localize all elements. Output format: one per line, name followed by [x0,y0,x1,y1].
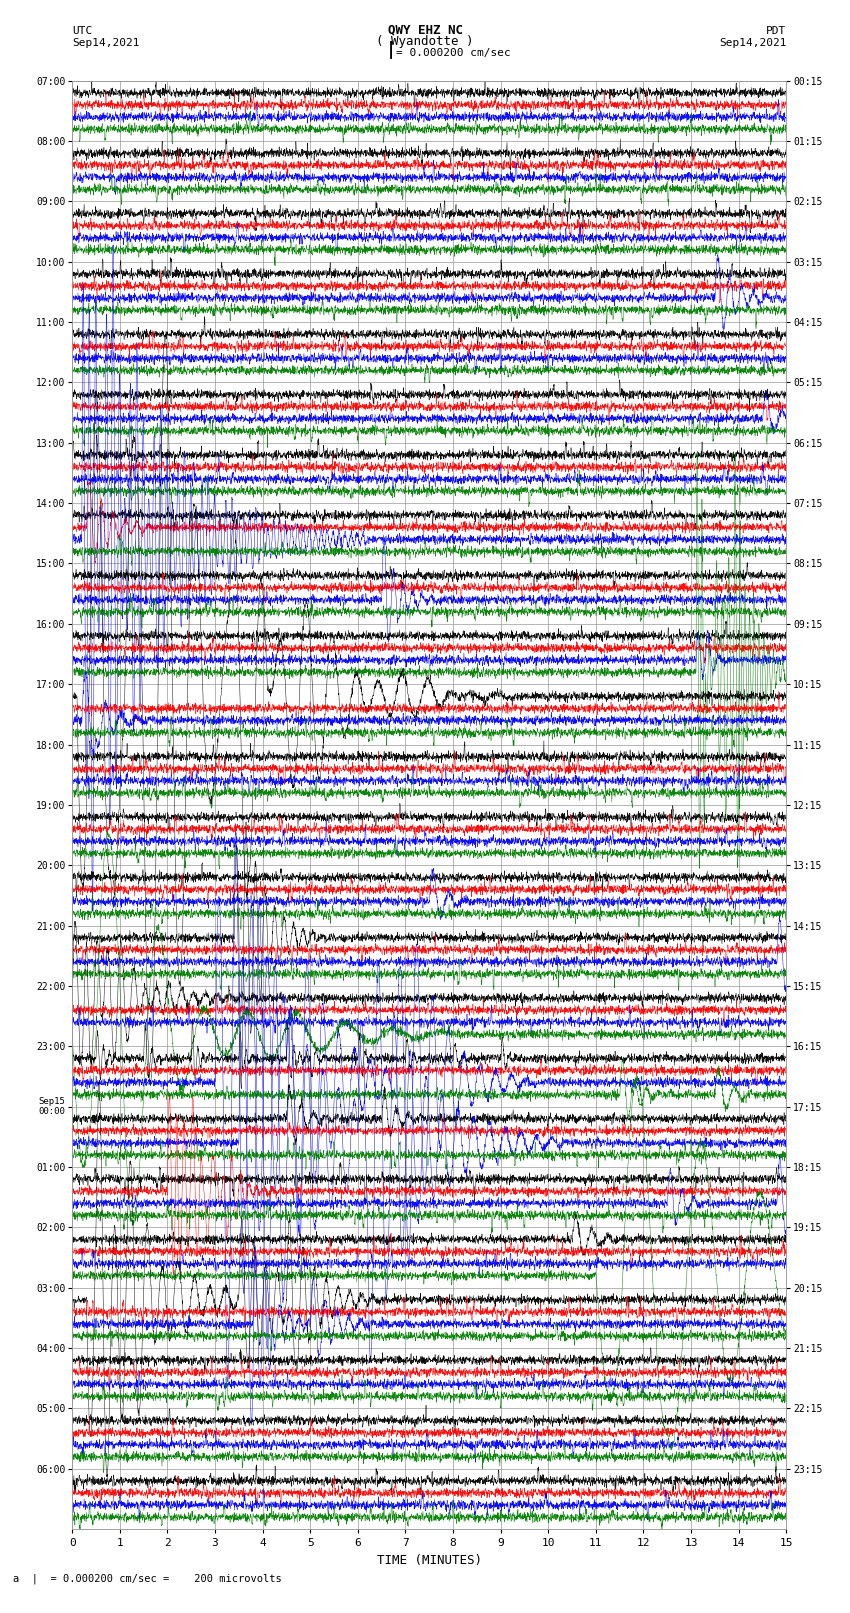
Text: PDT: PDT [766,26,786,37]
Text: Sep14,2021: Sep14,2021 [72,37,139,47]
Text: ( Wyandotte ): ( Wyandotte ) [377,34,473,47]
Text: a  |  = 0.000200 cm/sec =    200 microvolts: a | = 0.000200 cm/sec = 200 microvolts [13,1573,281,1584]
Text: = 0.000200 cm/sec: = 0.000200 cm/sec [396,48,511,58]
Text: UTC: UTC [72,26,93,37]
Text: |: | [386,40,396,58]
Text: QWY EHZ NC: QWY EHZ NC [388,23,462,37]
Text: Sep15
00:00: Sep15 00:00 [38,1097,65,1116]
X-axis label: TIME (MINUTES): TIME (MINUTES) [377,1553,482,1566]
Text: Sep14,2021: Sep14,2021 [719,37,786,47]
